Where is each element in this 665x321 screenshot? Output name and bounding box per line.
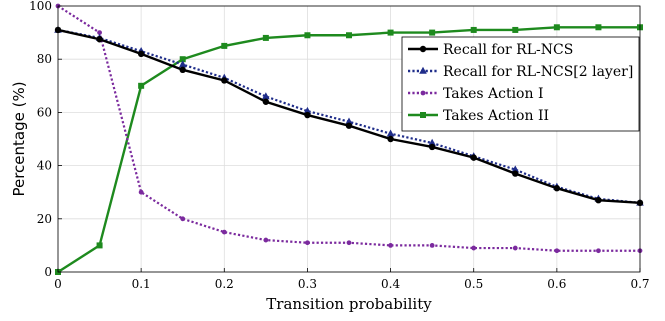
data-point xyxy=(346,32,352,39)
data-point xyxy=(305,240,310,246)
data-point xyxy=(553,185,561,192)
data-point xyxy=(386,129,395,137)
x-tick-label: 0.3 xyxy=(298,277,317,291)
data-point xyxy=(512,170,519,177)
data-point xyxy=(595,196,602,204)
y-tick-label: 80 xyxy=(37,52,52,66)
data-point xyxy=(262,34,269,41)
data-point xyxy=(97,30,102,35)
legend-marker xyxy=(420,112,426,118)
legend-marker xyxy=(419,45,427,53)
legend: Recall for RL-NCS Recall for RL-NCS[2 lay… xyxy=(401,36,640,132)
data-point xyxy=(511,165,520,173)
data-point xyxy=(138,189,144,195)
data-point xyxy=(512,26,519,33)
data-point xyxy=(221,77,228,84)
data-point xyxy=(263,237,269,243)
data-point xyxy=(470,26,477,33)
data-point xyxy=(388,243,393,248)
data-point xyxy=(428,143,436,151)
data-point xyxy=(137,50,145,58)
data-point xyxy=(303,106,312,114)
legend-marker xyxy=(420,90,426,96)
y-tick-label: 60 xyxy=(37,105,52,119)
y-axis-title: Percentage (%) xyxy=(10,81,28,196)
y-tick-label: 40 xyxy=(37,159,52,173)
x-axis-title: Transition probability xyxy=(266,295,432,313)
legend-label: Recall for RL-NCS[2 layer] xyxy=(443,64,633,80)
x-tick-label: 0.2 xyxy=(215,277,234,291)
data-point xyxy=(554,248,560,254)
data-point xyxy=(429,243,435,248)
data-point xyxy=(179,56,186,63)
series-3 xyxy=(55,24,643,275)
data-point xyxy=(346,240,352,246)
legend-label: Takes Action II xyxy=(443,108,549,124)
x-tick-label: 0.1 xyxy=(132,277,151,291)
data-point xyxy=(179,66,186,74)
data-point xyxy=(387,29,394,36)
series-2 xyxy=(55,3,643,254)
data-point xyxy=(304,32,311,39)
data-point xyxy=(595,24,602,31)
plot-frame xyxy=(57,5,641,273)
data-point xyxy=(304,111,311,119)
data-point xyxy=(180,216,186,222)
series-layer xyxy=(54,3,644,275)
x-tick-label: 0.4 xyxy=(381,277,400,291)
legend-label: Takes Action I xyxy=(443,86,543,102)
x-tick-label: 0.7 xyxy=(630,277,649,291)
data-point xyxy=(178,60,187,68)
data-point xyxy=(221,42,228,49)
data-point xyxy=(387,135,394,143)
x-tick-label: 0.6 xyxy=(547,277,566,291)
y-tick-label: 100 xyxy=(29,0,52,13)
data-point xyxy=(553,24,560,31)
data-point xyxy=(221,229,227,235)
legend-label: Recall for RL-NCS xyxy=(443,42,573,58)
y-tick-label: 0 xyxy=(44,265,52,279)
series-0 xyxy=(54,26,644,207)
data-point xyxy=(471,245,477,251)
x-tick-label: 0 xyxy=(54,277,62,291)
data-point xyxy=(512,245,518,251)
data-point xyxy=(345,117,353,125)
data-point xyxy=(96,36,103,43)
y-tick-label: 20 xyxy=(37,212,52,226)
data-point xyxy=(596,248,601,254)
x-tick-label: 0.5 xyxy=(464,277,483,291)
data-point xyxy=(96,242,103,249)
legend-marker xyxy=(419,66,427,74)
data-point xyxy=(470,154,477,161)
data-point xyxy=(428,138,436,146)
data-point xyxy=(429,29,436,36)
data-point xyxy=(138,82,145,89)
legend-box xyxy=(401,36,640,132)
data-point xyxy=(345,122,353,129)
data-point xyxy=(262,92,270,100)
axis-ticks: 0 0.1 0.2 0.3 0.4 0.5 0.6 0.7 0 20 40 60 80 100 xyxy=(29,0,649,291)
data-point xyxy=(262,98,270,105)
